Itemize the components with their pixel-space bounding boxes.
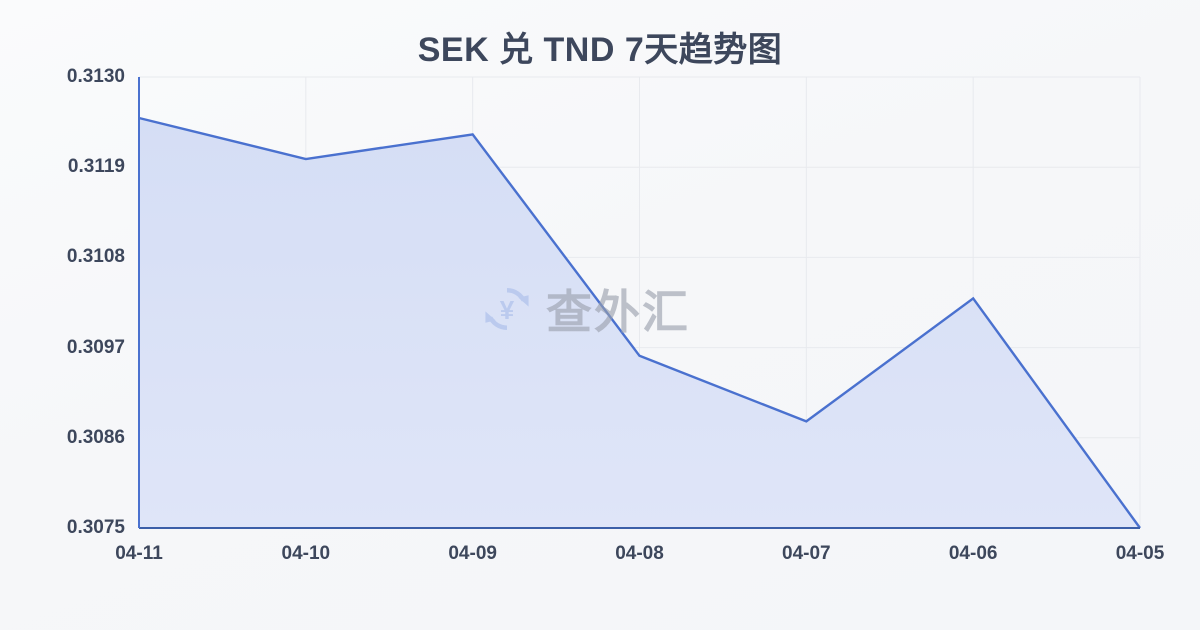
page-title: SEK 兑 TND 7天趋势图 [417,31,783,69]
area-fill [139,118,1140,528]
trend-line [138,116,1141,529]
